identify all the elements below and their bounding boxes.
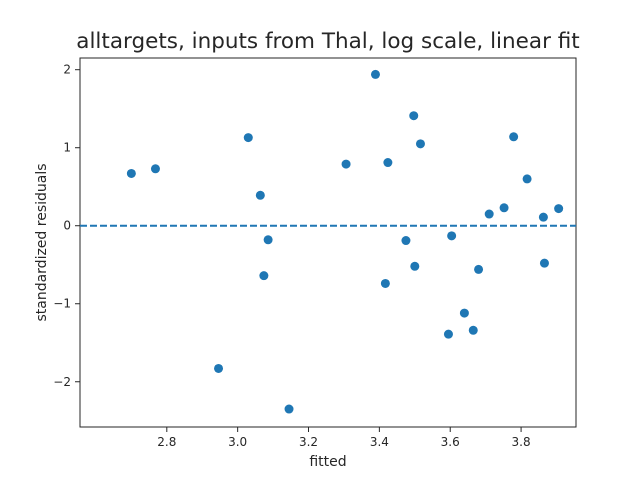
y-tick-label: 1 — [63, 141, 71, 155]
y-tick-label: −1 — [53, 297, 71, 311]
data-point — [415, 139, 425, 149]
data-point — [509, 132, 519, 142]
data-point — [539, 258, 549, 268]
data-point — [126, 168, 136, 178]
data-point — [150, 164, 160, 174]
y-tick-label: −2 — [53, 375, 71, 389]
data-point — [383, 158, 393, 168]
data-point — [380, 278, 390, 288]
data-point — [341, 159, 351, 169]
x-tick-label: 3.0 — [228, 435, 247, 449]
data-point — [370, 69, 380, 79]
x-tick-label: 3.6 — [441, 435, 460, 449]
data-points — [126, 69, 564, 414]
data-point — [459, 308, 469, 318]
data-point — [538, 212, 548, 222]
y-tick-label: 0 — [63, 219, 71, 233]
y-axis: −2 −1 0 1 2 — [53, 63, 80, 389]
data-point — [263, 235, 273, 245]
x-tick-label: 2.8 — [157, 435, 176, 449]
x-axis-label: fitted — [309, 454, 346, 470]
data-point — [410, 261, 420, 271]
x-tick-label: 3.2 — [299, 435, 318, 449]
data-point — [484, 209, 494, 219]
data-point — [443, 329, 453, 339]
data-point — [401, 236, 411, 246]
x-tick-label: 3.8 — [512, 435, 531, 449]
data-point — [259, 271, 269, 281]
data-point — [468, 325, 478, 335]
data-point — [447, 231, 457, 241]
chart-title: alltargets, inputs from Thal, log scale,… — [76, 29, 579, 54]
y-tick-label: 2 — [63, 63, 71, 77]
data-point — [243, 133, 253, 143]
x-tick-label: 3.4 — [370, 435, 389, 449]
data-point — [522, 174, 532, 184]
data-point — [499, 203, 509, 213]
data-point — [474, 264, 484, 274]
y-axis-label: standardized residuals — [34, 163, 50, 321]
data-point — [255, 190, 265, 200]
plot-area — [79, 57, 577, 428]
data-point — [409, 111, 419, 121]
data-point — [214, 363, 224, 373]
x-axis: 2.8 3.0 3.2 3.4 3.6 3.8 — [157, 427, 531, 449]
data-point — [554, 204, 564, 214]
data-point — [284, 404, 294, 414]
